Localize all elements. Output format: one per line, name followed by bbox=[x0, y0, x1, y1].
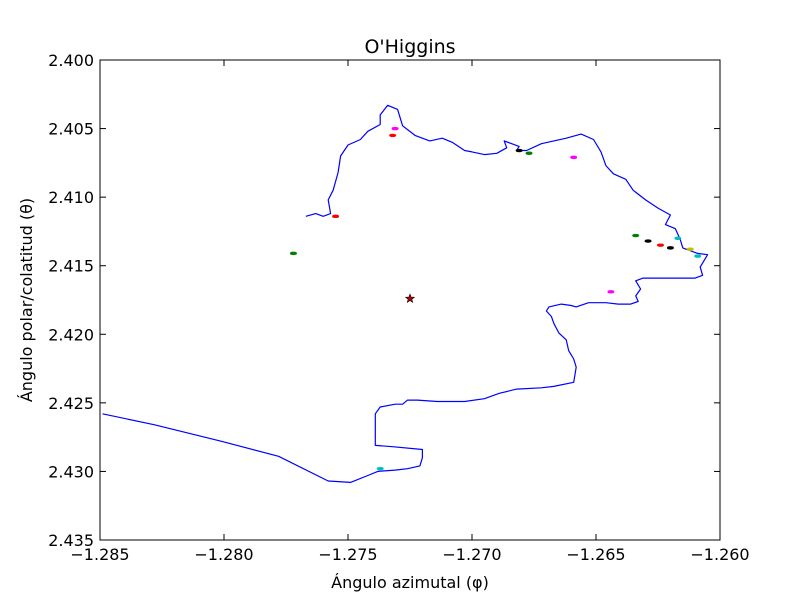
x-axis-label: Ángulo azimutal (φ) bbox=[331, 573, 489, 592]
island-outline-2 bbox=[376, 466, 384, 471]
island-outline-12 bbox=[674, 236, 682, 240]
x-tick-label: −1.260 bbox=[690, 545, 749, 564]
x-tick-label: −1.285 bbox=[70, 545, 129, 564]
y-tick-label: 2.425 bbox=[48, 394, 94, 413]
island-outline-3 bbox=[391, 126, 399, 131]
y-tick-label: 2.430 bbox=[48, 462, 94, 481]
island-outline-4 bbox=[389, 133, 397, 138]
island-outline-13 bbox=[686, 247, 694, 251]
plot-area bbox=[102, 104, 709, 483]
island-outline-6 bbox=[525, 151, 533, 155]
y-tick-label: 2.400 bbox=[48, 51, 94, 70]
y-tick-label: 2.420 bbox=[48, 325, 94, 344]
island-outline-9 bbox=[644, 239, 652, 243]
y-tick-label: 2.405 bbox=[48, 120, 94, 139]
island-outline-10 bbox=[656, 243, 664, 247]
y-tick-label: 2.415 bbox=[48, 257, 94, 276]
region-outline-line bbox=[102, 104, 709, 483]
island-outline-1 bbox=[289, 251, 297, 256]
island-outline-11 bbox=[666, 246, 674, 250]
island-outline-5 bbox=[515, 148, 523, 153]
x-tick-label: −1.280 bbox=[194, 545, 253, 564]
axis-ticks: −1.285 −1.280 −1.275 −1.270 −1.265 −1.260 2.40… bbox=[48, 51, 749, 564]
island-outline-7 bbox=[570, 155, 578, 160]
y-axis-label: Ángulo polar/colatitud (θ) bbox=[17, 198, 36, 402]
y-tick-label: 2.410 bbox=[48, 188, 94, 207]
centroid-star-marker bbox=[404, 293, 416, 303]
axes-frame bbox=[99, 59, 721, 541]
island-outline-8 bbox=[632, 233, 640, 238]
x-tick-label: −1.275 bbox=[318, 545, 377, 564]
island-outline-15 bbox=[607, 290, 615, 294]
island-outline-14 bbox=[694, 254, 702, 258]
island-outline-16 bbox=[332, 214, 340, 219]
chart-title: O'Higgins bbox=[364, 36, 455, 58]
y-tick-label: 2.435 bbox=[48, 531, 94, 550]
x-tick-label: −1.270 bbox=[442, 545, 501, 564]
x-tick-label: −1.265 bbox=[566, 545, 625, 564]
